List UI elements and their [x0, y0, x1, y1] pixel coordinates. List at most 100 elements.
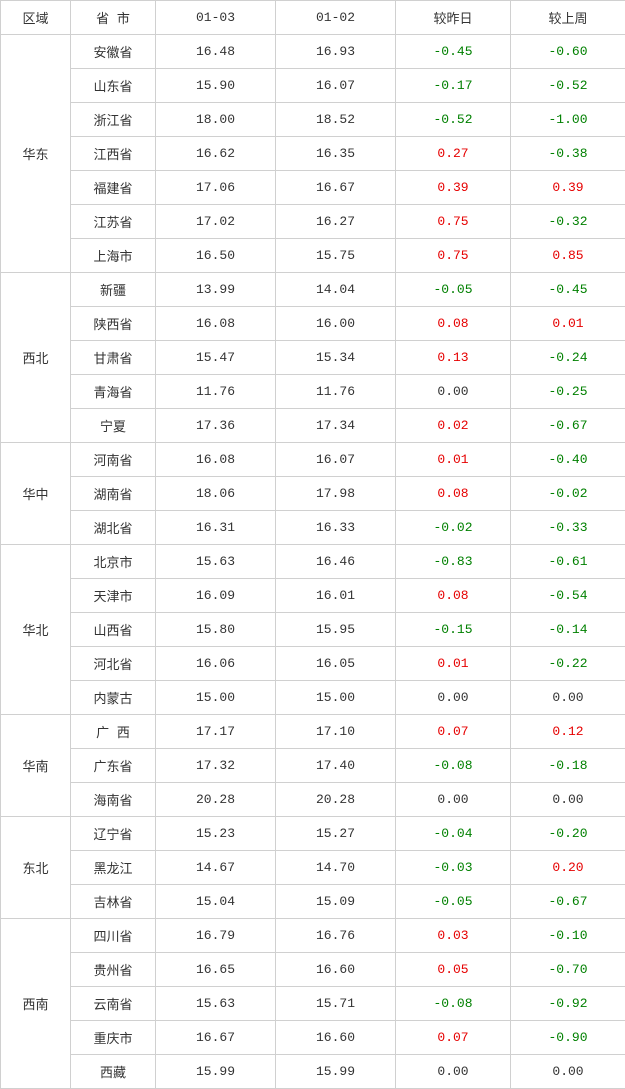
diff-week: -0.10 — [511, 919, 625, 953]
diff-week: 0.00 — [511, 783, 625, 817]
col-diff-week: 较上周 — [511, 1, 625, 35]
value-d2: 11.76 — [276, 375, 396, 409]
province-cell: 湖北省 — [71, 511, 156, 545]
table-row: 西南四川省16.7916.760.03-0.10 — [1, 919, 625, 953]
value-d2: 17.98 — [276, 477, 396, 511]
province-cell: 广 西 — [71, 715, 156, 749]
value-d1: 16.50 — [156, 239, 276, 273]
diff-week: -0.67 — [511, 409, 625, 443]
value-d1: 17.02 — [156, 205, 276, 239]
province-cell: 海南省 — [71, 783, 156, 817]
value-d1: 16.48 — [156, 35, 276, 69]
col-region: 区域 — [1, 1, 71, 35]
value-d2: 15.00 — [276, 681, 396, 715]
value-d2: 16.07 — [276, 69, 396, 103]
diff-week: 0.39 — [511, 171, 625, 205]
province-cell: 北京市 — [71, 545, 156, 579]
table-row: 河北省16.0616.050.01-0.22 — [1, 647, 625, 681]
diff-week: 0.20 — [511, 851, 625, 885]
table-row: 江苏省17.0216.270.75-0.32 — [1, 205, 625, 239]
diff-week: -0.24 — [511, 341, 625, 375]
table-row: 华北北京市15.6316.46-0.83-0.61 — [1, 545, 625, 579]
province-cell: 青海省 — [71, 375, 156, 409]
value-d2: 15.99 — [276, 1055, 396, 1089]
value-d2: 15.75 — [276, 239, 396, 273]
value-d1: 17.06 — [156, 171, 276, 205]
value-d2: 17.34 — [276, 409, 396, 443]
diff-week: 0.85 — [511, 239, 625, 273]
value-d1: 15.47 — [156, 341, 276, 375]
value-d2: 17.40 — [276, 749, 396, 783]
province-cell: 江西省 — [71, 137, 156, 171]
table-row: 甘肃省15.4715.340.13-0.24 — [1, 341, 625, 375]
value-d1: 16.62 — [156, 137, 276, 171]
diff-day: 0.07 — [396, 715, 511, 749]
value-d2: 14.70 — [276, 851, 396, 885]
value-d2: 16.60 — [276, 1021, 396, 1055]
value-d2: 16.33 — [276, 511, 396, 545]
province-cell: 福建省 — [71, 171, 156, 205]
value-d1: 17.17 — [156, 715, 276, 749]
diff-day: 0.39 — [396, 171, 511, 205]
province-cell: 辽宁省 — [71, 817, 156, 851]
value-d2: 16.46 — [276, 545, 396, 579]
diff-week: -0.14 — [511, 613, 625, 647]
diff-week: 0.00 — [511, 681, 625, 715]
value-d1: 15.90 — [156, 69, 276, 103]
table-row: 海南省20.2820.280.000.00 — [1, 783, 625, 817]
province-cell: 重庆市 — [71, 1021, 156, 1055]
table-row: 天津市16.0916.010.08-0.54 — [1, 579, 625, 613]
diff-week: 0.01 — [511, 307, 625, 341]
diff-day: 0.07 — [396, 1021, 511, 1055]
table-row: 贵州省16.6516.600.05-0.70 — [1, 953, 625, 987]
region-cell: 华南 — [1, 715, 71, 817]
diff-week: -0.20 — [511, 817, 625, 851]
diff-day: 0.05 — [396, 953, 511, 987]
table-row: 西北新疆13.9914.04-0.05-0.45 — [1, 273, 625, 307]
value-d2: 16.67 — [276, 171, 396, 205]
value-d1: 15.99 — [156, 1055, 276, 1089]
table-row: 湖北省16.3116.33-0.02-0.33 — [1, 511, 625, 545]
diff-day: 0.03 — [396, 919, 511, 953]
table-row: 江西省16.6216.350.27-0.38 — [1, 137, 625, 171]
province-cell: 陕西省 — [71, 307, 156, 341]
value-d2: 16.00 — [276, 307, 396, 341]
province-cell: 新疆 — [71, 273, 156, 307]
diff-week: -0.32 — [511, 205, 625, 239]
table-row: 青海省11.7611.760.00-0.25 — [1, 375, 625, 409]
table-row: 山西省15.8015.95-0.15-0.14 — [1, 613, 625, 647]
diff-week: -0.22 — [511, 647, 625, 681]
value-d1: 11.76 — [156, 375, 276, 409]
province-cell: 安徽省 — [71, 35, 156, 69]
table-row: 重庆市16.6716.600.07-0.90 — [1, 1021, 625, 1055]
value-d1: 16.65 — [156, 953, 276, 987]
value-d1: 16.09 — [156, 579, 276, 613]
diff-week: -0.25 — [511, 375, 625, 409]
table-row: 华中河南省16.0816.070.01-0.40 — [1, 443, 625, 477]
value-d1: 15.00 — [156, 681, 276, 715]
diff-week: -0.60 — [511, 35, 625, 69]
province-cell: 天津市 — [71, 579, 156, 613]
value-d1: 14.67 — [156, 851, 276, 885]
diff-day: 0.01 — [396, 443, 511, 477]
price-table: 区域 省 市 01-03 01-02 较昨日 较上周 华东安徽省16.4816.… — [0, 0, 625, 1089]
diff-day: -0.83 — [396, 545, 511, 579]
diff-day: 0.13 — [396, 341, 511, 375]
diff-week: -0.02 — [511, 477, 625, 511]
table-row: 东北辽宁省15.2315.27-0.04-0.20 — [1, 817, 625, 851]
diff-day: 0.75 — [396, 239, 511, 273]
value-d2: 15.34 — [276, 341, 396, 375]
province-cell: 湖南省 — [71, 477, 156, 511]
diff-week: -0.45 — [511, 273, 625, 307]
diff-week: -0.38 — [511, 137, 625, 171]
region-cell: 东北 — [1, 817, 71, 919]
diff-day: 0.08 — [396, 579, 511, 613]
table-row: 上海市16.5015.750.750.85 — [1, 239, 625, 273]
value-d1: 16.79 — [156, 919, 276, 953]
province-cell: 四川省 — [71, 919, 156, 953]
diff-day: -0.02 — [396, 511, 511, 545]
region-cell: 华北 — [1, 545, 71, 715]
diff-week: -0.90 — [511, 1021, 625, 1055]
col-diff-day: 较昨日 — [396, 1, 511, 35]
diff-week: -1.00 — [511, 103, 625, 137]
